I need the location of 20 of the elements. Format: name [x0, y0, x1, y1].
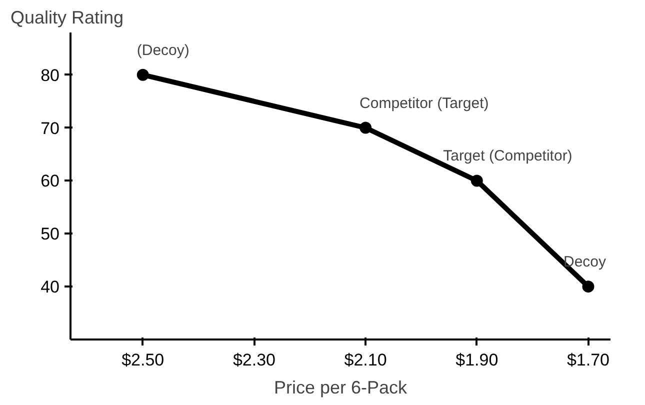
y-tick-label: 40: [40, 278, 60, 297]
x-tick-label: $2.10: [344, 350, 387, 370]
y-tick-label: 50: [40, 224, 60, 244]
y-tick-label: 70: [40, 118, 60, 138]
point: [136, 68, 149, 81]
x-tick-label: $1.70: [566, 350, 610, 370]
point: [360, 122, 372, 134]
x-tick-label: $2.50: [122, 350, 164, 370]
y-axis-title: Quality Rating: [10, 8, 124, 28]
y-tick-label: 80: [40, 66, 60, 85]
x-tick-label: $2.30: [232, 350, 276, 370]
point: [582, 280, 594, 293]
point: [470, 174, 483, 187]
y-tick-label: 60: [40, 172, 60, 191]
annotation: Decoy: [564, 254, 607, 271]
x-tick-label: $1.90: [456, 350, 498, 370]
x-axis-title: Price per 6-Pack: [274, 378, 408, 398]
annotation: Target (Competitor): [443, 148, 572, 165]
annotation: Competitor (Target): [360, 94, 489, 112]
annotation: (Decoy): [136, 42, 190, 59]
